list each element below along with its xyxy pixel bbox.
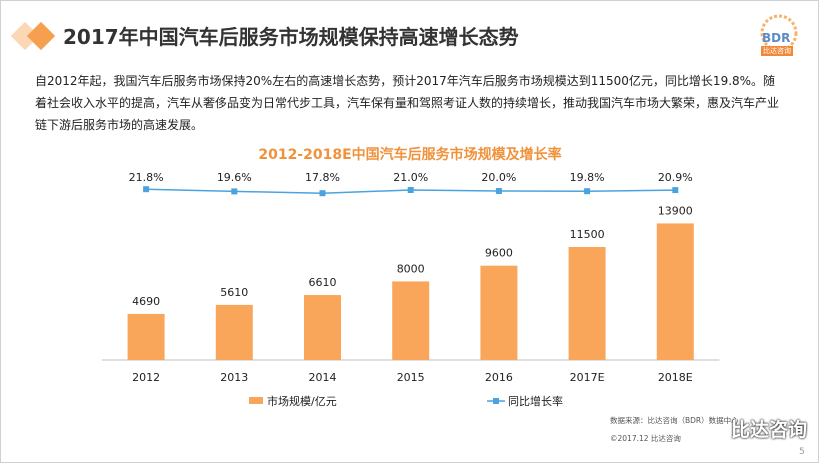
bar: [392, 281, 430, 360]
bar-value-label: 5610: [220, 286, 248, 299]
bar-value-label: 6610: [309, 276, 337, 289]
bar-value-label: 4690: [132, 295, 160, 308]
growth-point: [584, 188, 591, 195]
bar-value-label: 8000: [397, 262, 425, 275]
growth-point: [407, 187, 414, 193]
bar-value-label: 11500: [570, 228, 605, 241]
page-title: 2017年中国汽车后服务市场规模保持高速增长态势: [63, 25, 519, 49]
bar: [127, 313, 165, 360]
data-source: 数据来源：比达咨询（BDR）数据中心: [610, 416, 739, 425]
growth-value-label: 20.9%: [658, 171, 693, 184]
x-tick-label: 2018E: [658, 371, 693, 384]
growth-point: [672, 187, 679, 194]
bar: [480, 265, 518, 360]
bar-value-label: 9600: [485, 247, 513, 260]
bar: [215, 304, 253, 360]
growth-point: [319, 190, 326, 197]
copyright: ©2017.12 比达咨询: [610, 434, 681, 443]
x-tick-label: 2013: [220, 371, 248, 384]
bar: [304, 295, 341, 360]
legend-bar-label: 市场规模/亿元: [267, 394, 337, 408]
legend-bar-swatch: [249, 397, 263, 404]
intro-paragraph: 自2012年起，我国汽车后服务市场保持20%左右的高速增长态势，预计2017年汽…: [35, 74, 780, 132]
growth-value-label: 19.8%: [570, 171, 605, 184]
growth-value-label: 21.0%: [393, 171, 428, 184]
page-number: 5: [799, 447, 805, 457]
growth-point: [231, 188, 238, 195]
bar: [568, 247, 606, 360]
x-tick-label: 2012: [132, 371, 160, 384]
wechat-watermark: 比达咨询: [731, 419, 808, 441]
legend-line-label: 同比增长率: [508, 394, 563, 408]
logo-text: BDR: [762, 31, 791, 45]
chart-title: 2012-2018E中国汽车后服务市场规模及增长率: [258, 146, 561, 163]
growth-point: [495, 188, 502, 194]
logo-subtext: 比达咨询: [761, 46, 793, 56]
bar: [656, 223, 694, 360]
bar-value-label: 13900: [658, 204, 693, 217]
growth-value-label: 21.8%: [129, 171, 164, 184]
legend-line-marker: [493, 398, 499, 404]
x-tick-label: 2014: [309, 371, 337, 384]
x-tick-label: 2017E: [570, 371, 605, 384]
growth-value-label: 20.0%: [481, 171, 516, 184]
x-tick-label: 2016: [485, 371, 513, 384]
x-tick-label: 2015: [397, 371, 425, 384]
growth-value-label: 17.8%: [305, 171, 340, 184]
growth-point: [143, 186, 150, 193]
growth-value-label: 19.6%: [217, 171, 252, 184]
